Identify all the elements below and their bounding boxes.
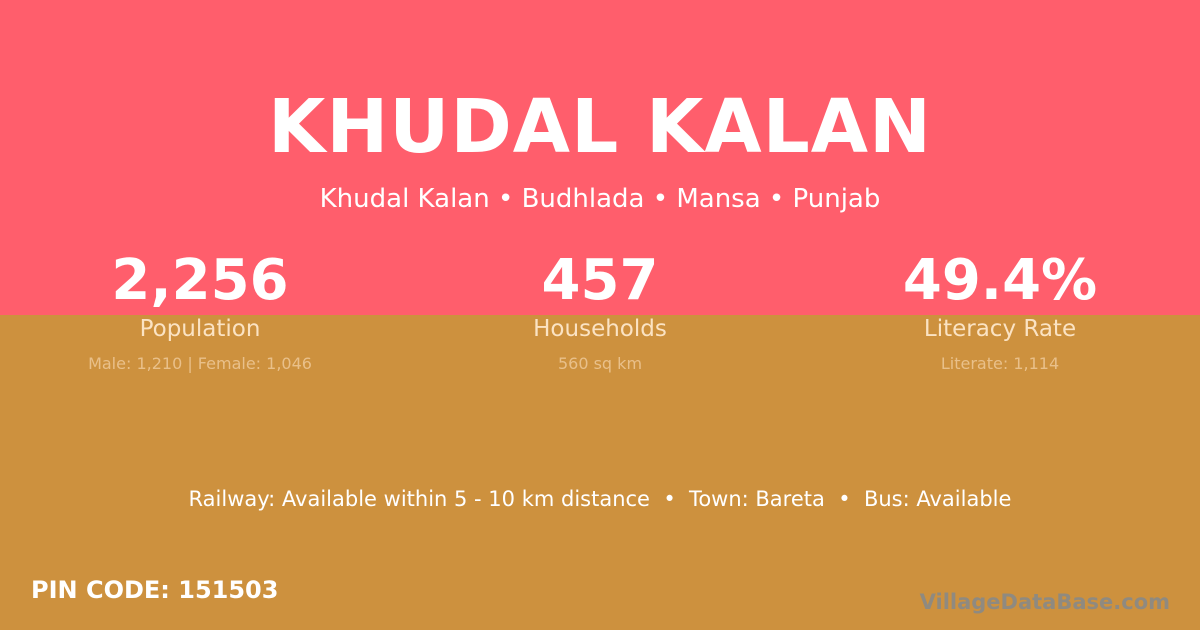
location-breadcrumb: Khudal Kalan • Budhlada • Mansa • Punjab xyxy=(319,184,881,214)
pin-code: PIN CODE: 151503 xyxy=(31,576,279,604)
stat-detail: Male: 1,210 | Female: 1,046 xyxy=(88,354,312,373)
stat-households: 457 Households 560 sq km xyxy=(400,248,800,374)
stat-label: Population xyxy=(139,316,261,342)
stat-label: Households xyxy=(533,316,667,342)
header-background xyxy=(0,0,1200,315)
stat-literacy: 49.4% Literacy Rate Literate: 1,114 xyxy=(800,248,1200,374)
village-title: KHUDAL KALAN xyxy=(268,84,932,170)
stat-value: 2,256 xyxy=(111,248,289,313)
stat-label: Literacy Rate xyxy=(923,316,1077,342)
brand-logo: VillageDataBase.com xyxy=(919,590,1170,614)
transport-info: Railway: Available within 5 - 10 km dist… xyxy=(188,487,1012,511)
stat-detail: 560 sq km xyxy=(557,354,643,373)
stat-value: 457 xyxy=(541,248,659,313)
body-background xyxy=(0,315,1200,630)
stat-population: 2,256 Population Male: 1,210 | Female: 1… xyxy=(0,248,400,374)
stat-detail: Literate: 1,114 xyxy=(940,354,1060,373)
stat-value: 49.4% xyxy=(902,248,1098,313)
